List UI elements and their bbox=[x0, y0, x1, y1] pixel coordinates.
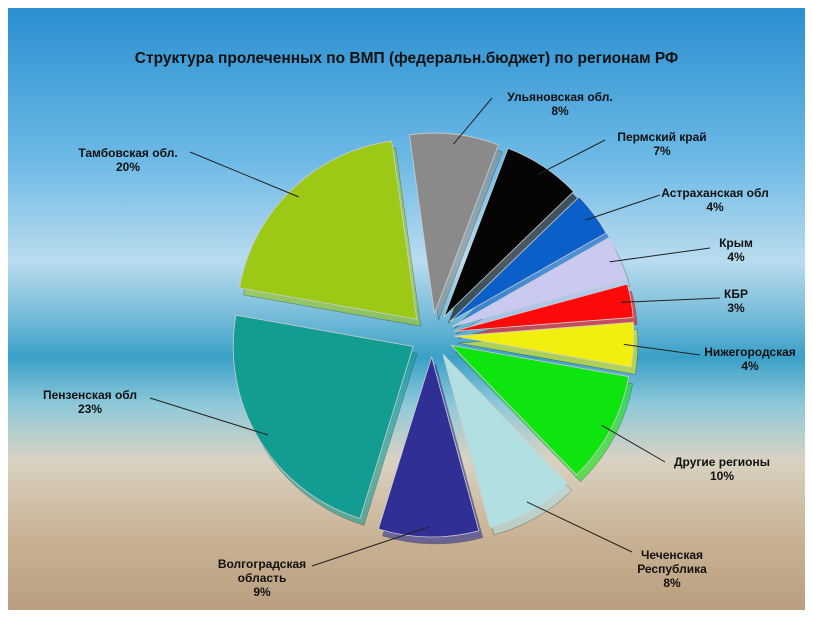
slice bbox=[453, 321, 635, 368]
slice-label: Астраханская обл bbox=[661, 186, 769, 200]
leader-line bbox=[585, 194, 661, 221]
leader-line bbox=[149, 397, 269, 436]
slice-label: Пензенская обл bbox=[42, 388, 138, 402]
slice-value: 23% bbox=[77, 402, 103, 416]
slice-value: 7% bbox=[653, 144, 671, 158]
slice-label: Крым bbox=[719, 236, 753, 250]
slice-label: Пермский край bbox=[617, 130, 707, 144]
slice-value: 8% bbox=[663, 576, 681, 590]
slice bbox=[408, 132, 499, 314]
slice-label: КБР bbox=[724, 287, 748, 301]
slice-label: Тамбовская обл. bbox=[78, 146, 178, 160]
slice-label: Чеченская Республика bbox=[637, 548, 707, 576]
slice bbox=[232, 314, 414, 519]
slice-value: 10% bbox=[709, 469, 735, 483]
slice-label: Нижегородская bbox=[704, 345, 796, 359]
leader-line bbox=[537, 139, 606, 176]
slice-value: 8% bbox=[551, 104, 569, 118]
slice bbox=[443, 147, 575, 317]
leader-line bbox=[311, 526, 429, 567]
slice-value: 4% bbox=[741, 359, 759, 373]
leader-line bbox=[189, 151, 299, 198]
leader-line bbox=[601, 424, 666, 463]
slice bbox=[453, 283, 634, 332]
slice-value: 4% bbox=[727, 250, 745, 264]
leader-line bbox=[526, 501, 633, 553]
leader-line bbox=[453, 97, 493, 145]
slice-value: 20% bbox=[115, 160, 141, 174]
slice-label: Волгоградская область bbox=[217, 557, 307, 585]
slice bbox=[449, 196, 607, 323]
leader-line bbox=[621, 297, 721, 303]
slice bbox=[452, 237, 627, 328]
slice-value: 9% bbox=[253, 585, 271, 599]
slice bbox=[377, 355, 480, 538]
slice-value: 4% bbox=[706, 200, 724, 214]
chart-title: Структура пролеченных по ВМП (федеральн.… bbox=[134, 50, 679, 67]
slice bbox=[238, 140, 418, 320]
slice-label: Ульяновская обл. bbox=[507, 90, 613, 104]
leader-line bbox=[609, 247, 711, 263]
slice-value: 3% bbox=[727, 301, 745, 315]
leader-line bbox=[623, 343, 701, 356]
slice bbox=[442, 353, 569, 529]
slice-label: Другие регионы bbox=[674, 455, 770, 469]
